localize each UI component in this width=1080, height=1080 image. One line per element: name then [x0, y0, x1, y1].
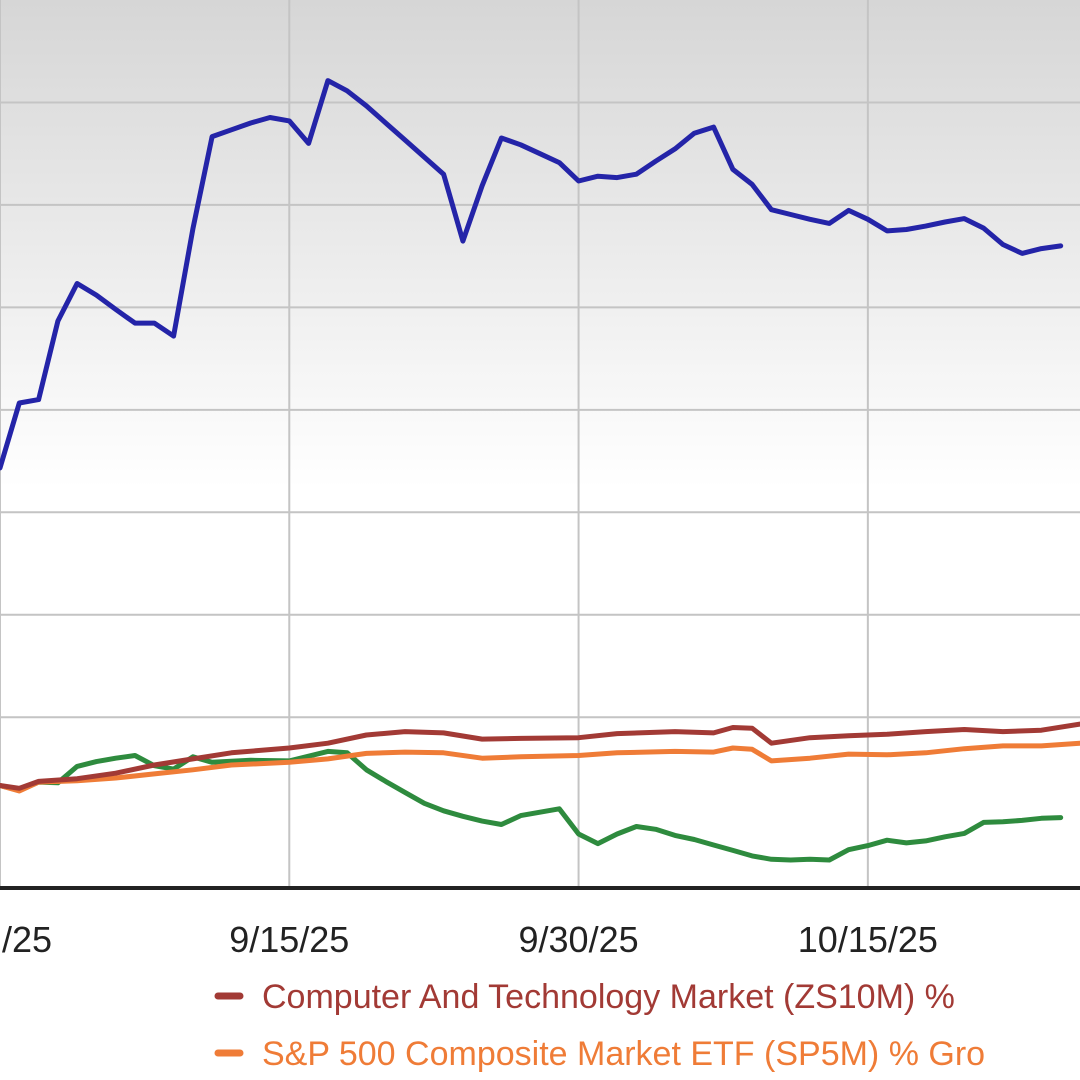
x-tick-labels: /25 9/15/25 9/30/25 10/15/25 [2, 919, 938, 960]
x-tick-label-1: 9/15/25 [229, 919, 349, 960]
series-group [0, 78, 1080, 863]
series-line-1 [0, 721, 1080, 791]
series-line-3 [0, 748, 1064, 863]
series-line-0 [0, 78, 1064, 471]
legend-label-0: Computer And Technology Market (ZS10M) % [262, 978, 955, 1016]
x-tick-label-3: 10/15/25 [798, 919, 938, 960]
x-tick-label-2: 9/30/25 [519, 919, 639, 960]
legend-label-1: S&P 500 Composite Market ETF (SP5M) % Gr… [262, 1035, 985, 1073]
x-tick-label-0: /25 [2, 919, 52, 960]
series-line-2 [0, 740, 1080, 794]
legend: Computer And Technology Market (ZS10M) %… [214, 978, 985, 1073]
